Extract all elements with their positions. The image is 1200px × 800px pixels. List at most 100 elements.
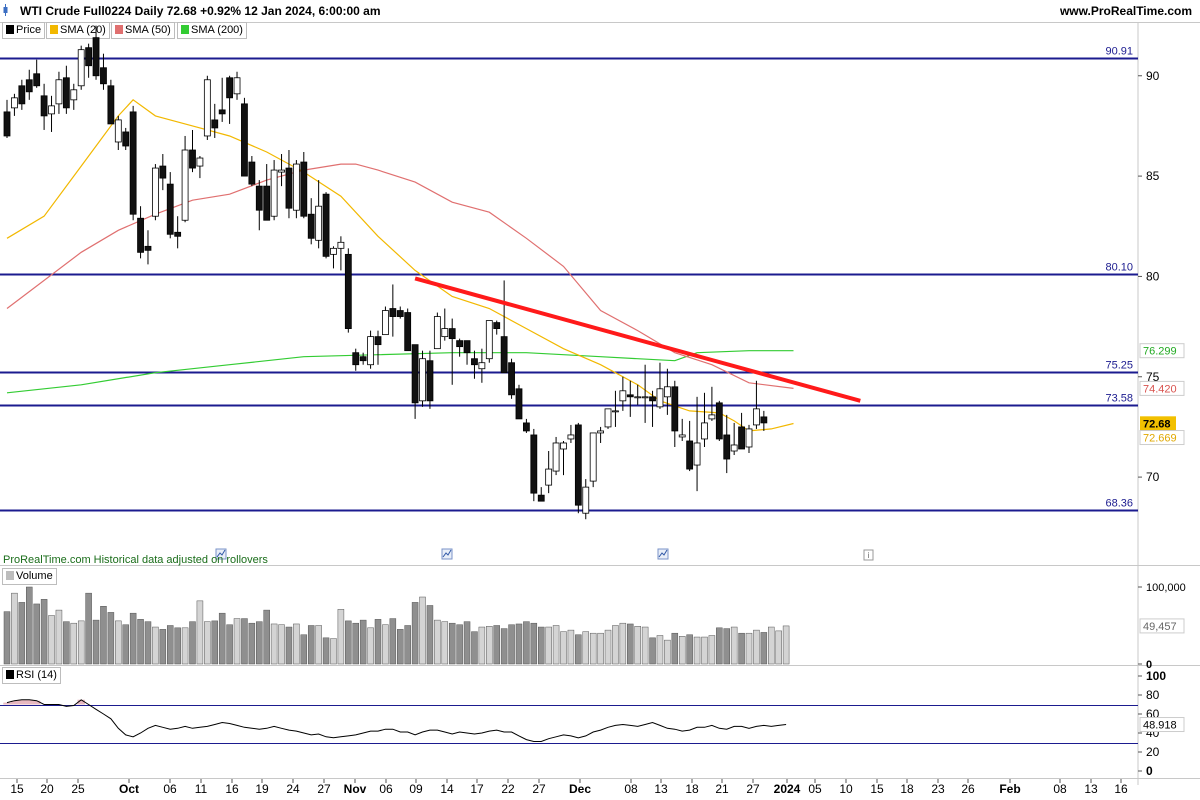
date-tick-label: 11 <box>195 782 208 796</box>
volume-panel-label[interactable]: Volume <box>2 568 57 585</box>
legend-sma-200[interactable]: SMA (200) <box>177 22 247 39</box>
volume-bar <box>144 621 152 665</box>
rsi-value-label: 48.918 <box>1143 720 1177 732</box>
site-url[interactable]: www.ProRealTime.com <box>1059 4 1192 18</box>
date-tick-label: 27 <box>532 782 546 796</box>
date-tick-label: 18 <box>685 782 699 796</box>
candle-body-up <box>656 388 664 408</box>
candle-body-up <box>196 157 204 167</box>
sma20-swatch-icon <box>50 25 58 34</box>
candle <box>62 65 70 114</box>
volume-bar <box>515 623 523 665</box>
candle <box>523 418 530 433</box>
volume-bar <box>678 636 686 665</box>
candle <box>419 350 426 407</box>
candle-body-down <box>448 328 456 340</box>
candle <box>367 330 374 369</box>
candle <box>270 160 278 221</box>
volume-tick-label: 100,000 <box>1146 582 1186 594</box>
legend-sma-50[interactable]: SMA (50) <box>111 22 175 39</box>
candle-body-up <box>552 442 560 472</box>
candle-body-up <box>604 408 612 428</box>
date-tick-label: 06 <box>379 782 393 796</box>
volume-bar <box>775 630 782 665</box>
candle-body-down <box>300 161 308 217</box>
candle <box>233 71 241 100</box>
candle <box>515 384 523 420</box>
volume-bar <box>293 623 300 665</box>
candle <box>478 348 486 383</box>
candle <box>738 412 745 450</box>
volume-bar <box>278 624 285 665</box>
trendline-group[interactable] <box>414 276 861 403</box>
candle <box>612 390 619 427</box>
candle-body-down <box>456 340 464 348</box>
rsi-panel-label[interactable]: RSI (14) <box>2 667 61 684</box>
candle <box>144 230 152 265</box>
date-tick-label: 13 <box>654 782 668 796</box>
date-tick-label: 25 <box>71 782 85 796</box>
candle <box>463 340 471 365</box>
volume-bar <box>530 622 538 665</box>
volume-bar <box>560 631 567 665</box>
candle-body-down <box>107 85 115 125</box>
candle-body-down <box>411 344 419 404</box>
date-tick-label: 15 <box>870 782 884 796</box>
candle <box>25 69 33 100</box>
legend-price[interactable]: Price <box>2 22 46 39</box>
candle <box>300 152 308 219</box>
candle-body-up <box>701 422 708 440</box>
rsi-tick-label: 20 <box>1146 745 1160 759</box>
candle-body-up <box>693 442 701 466</box>
candle-body-down <box>122 131 130 147</box>
volume-bar <box>552 625 560 665</box>
candle-body-down <box>211 119 219 129</box>
candle <box>545 451 553 494</box>
candle <box>263 164 271 221</box>
candle-body-up <box>597 430 604 434</box>
volume-bar <box>382 624 389 665</box>
candle-body-up <box>151 167 159 217</box>
volume-bar <box>545 626 552 665</box>
candle-body-up <box>612 410 619 413</box>
candle-body-up <box>419 358 426 402</box>
volume-bar <box>307 625 315 665</box>
volume-panel: 0 100,000 49,457 <box>3 582 1186 671</box>
legend-sma50-label: SMA (50) <box>125 24 171 36</box>
volume-bar <box>189 621 196 665</box>
candle-body-down <box>537 494 545 502</box>
volume-bar <box>300 634 308 665</box>
price-tick-label: 85 <box>1146 169 1160 183</box>
volume-bar <box>248 622 256 665</box>
candle-body-up <box>678 434 686 438</box>
candle <box>626 380 634 417</box>
candle-body-down <box>189 149 196 169</box>
volume-bar <box>3 611 11 665</box>
candle-body-down <box>493 322 501 329</box>
horizontal-levels[interactable]: 90.91 80.10 75.25 73.58 68.36 <box>0 46 1138 512</box>
candle <box>211 103 219 138</box>
volume-bar <box>137 619 144 665</box>
legend-sma-20[interactable]: SMA (20) <box>46 22 110 39</box>
candle-body-up <box>441 328 449 338</box>
candle <box>530 428 538 502</box>
volume-bar <box>107 612 115 665</box>
candle <box>241 97 248 177</box>
volume-bar <box>456 624 463 665</box>
candle-body-up <box>114 119 122 143</box>
price-tick-label: 75 <box>1146 370 1160 384</box>
volume-bar <box>263 609 270 665</box>
volume-bar <box>582 631 590 665</box>
candle-body-up <box>330 247 337 255</box>
candle-body-up <box>315 205 323 241</box>
volume-bar <box>782 625 790 665</box>
volume-bar <box>122 624 129 665</box>
candle-body-up <box>278 169 285 173</box>
volume-bar <box>760 632 768 665</box>
volume-bar <box>18 602 26 665</box>
volume-bar <box>352 622 359 665</box>
chart-title: WTI Crude Full0224 Daily 72.68 +0.92% 12… <box>20 4 381 18</box>
volume-bar <box>204 621 211 665</box>
